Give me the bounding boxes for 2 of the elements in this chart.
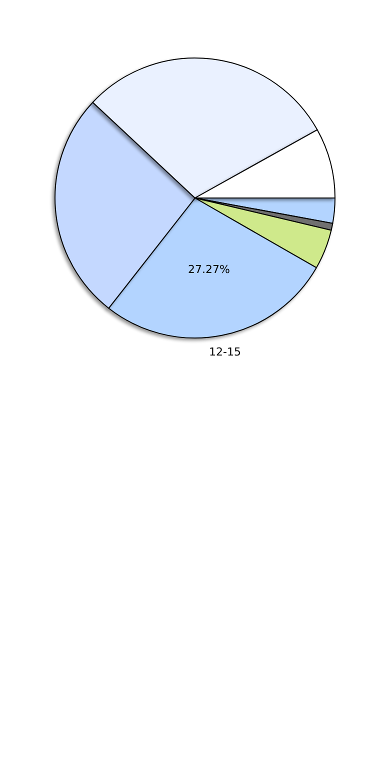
slice-label: 12-15 [209,345,241,358]
data-label: 27.27% [188,263,230,276]
